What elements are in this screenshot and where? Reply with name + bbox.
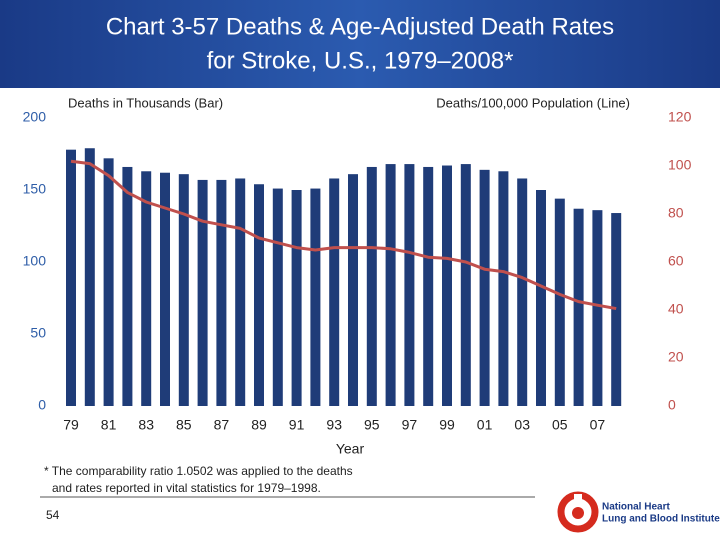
bar: [423, 166, 434, 406]
bar: [66, 149, 76, 406]
bar: [442, 165, 452, 406]
x-tick-label: 79: [63, 417, 79, 433]
bar: [178, 174, 189, 406]
bar: [517, 178, 528, 406]
y2-tick-label: 60: [668, 253, 684, 269]
logo: National Heart Lung and Blood Institute: [557, 491, 720, 533]
line: [70, 159, 617, 311]
x-tick-label: 91: [289, 417, 305, 433]
left-axis-title: Deaths in Thousands (Bar): [68, 95, 223, 110]
title-line: for Stroke, U.S., 1979–2008*: [207, 47, 514, 74]
y2-tick-label: 40: [668, 301, 684, 317]
y2-tick-label: 80: [668, 205, 684, 221]
y-tick-label: 200: [23, 109, 47, 125]
bar: [310, 188, 321, 406]
x-tick-label: 07: [590, 417, 606, 433]
bar: [366, 166, 377, 406]
y-tick-label: 100: [23, 253, 47, 269]
logo-mark: [572, 507, 584, 519]
y2-tick-label: 100: [668, 157, 692, 173]
y-tick-label: 50: [30, 325, 46, 341]
bar: [592, 210, 603, 406]
bar: [460, 164, 471, 406]
x-tick-label: 93: [326, 417, 342, 433]
bar: [141, 171, 152, 406]
title-banner: [0, 0, 720, 88]
footnote: and rates reported in vital statistics f…: [52, 481, 321, 495]
bar: [160, 172, 170, 406]
bar: [84, 148, 95, 407]
x-tick-label: 01: [477, 417, 493, 433]
y2-tick-label: 0: [668, 397, 676, 413]
x-tick-label: 89: [251, 417, 267, 433]
bar: [272, 188, 283, 406]
bar: [291, 190, 302, 406]
x-tick-label: 99: [439, 417, 455, 433]
bar: [498, 171, 509, 406]
logo-mark: [574, 494, 582, 506]
x-tick-label: 81: [101, 417, 117, 433]
bar: [103, 158, 114, 406]
bar: [348, 174, 358, 406]
bar: [254, 184, 264, 406]
page-number: 54: [46, 508, 60, 522]
logo-text: Lung and Blood Institute: [602, 514, 720, 525]
x-tick-label: 05: [552, 417, 568, 433]
bar: [554, 198, 565, 406]
x-tick-label: 03: [514, 417, 530, 433]
bar: [216, 179, 227, 406]
bar: [611, 213, 622, 406]
bar: [479, 169, 490, 406]
x-tick-label: 97: [402, 417, 418, 433]
bar: [385, 164, 396, 406]
bar: [404, 164, 415, 406]
y2-tick-label: 20: [668, 349, 684, 365]
footnote: * The comparability ratio 1.0502 was app…: [44, 464, 353, 478]
bar: [235, 178, 246, 406]
bar: [197, 179, 208, 406]
y-tick-label: 150: [23, 181, 47, 197]
x-tick-label: 95: [364, 417, 380, 433]
right-axis-title: Deaths/100,000 Population (Line): [436, 95, 630, 110]
x-tick-label: 87: [214, 417, 230, 433]
bar: [329, 178, 340, 406]
y-tick-label: 0: [38, 397, 46, 413]
bar: [573, 208, 584, 406]
logo-text: National Heart: [602, 502, 670, 513]
bar: [536, 190, 546, 406]
bar: [122, 166, 133, 406]
x-tick-label: 83: [138, 417, 154, 433]
y2-tick-label: 120: [668, 109, 692, 125]
title-line: Chart 3-57 Deaths & Age-Adjusted Death R…: [106, 13, 614, 40]
x-axis-title: Year: [336, 441, 365, 457]
x-tick-label: 85: [176, 417, 192, 433]
